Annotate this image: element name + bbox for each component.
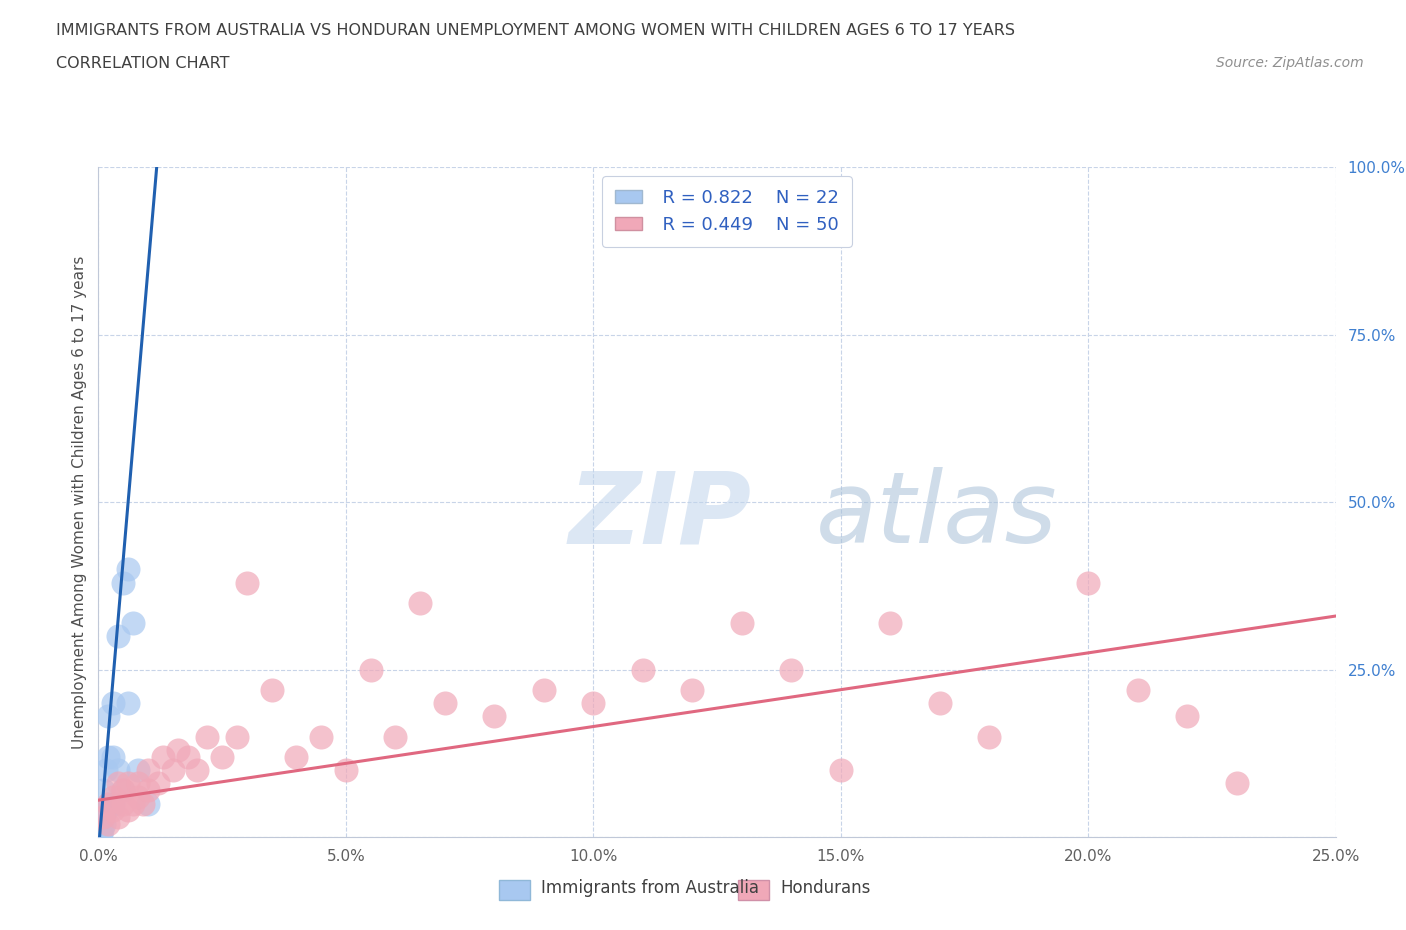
Point	[309, 729, 332, 744]
Point	[103, 803, 125, 817]
Point	[112, 575, 135, 590]
Text: atlas: atlas	[815, 467, 1057, 565]
Point	[1077, 575, 1099, 590]
Legend:   R = 0.822    N = 22,   R = 0.449    N = 50: R = 0.822 N = 22, R = 0.449 N = 50	[602, 177, 852, 246]
Point	[117, 776, 139, 790]
Point	[335, 763, 357, 777]
Point	[90, 826, 112, 841]
Point	[166, 742, 188, 757]
Point	[136, 783, 159, 798]
Point	[97, 796, 120, 811]
Text: ZIP: ZIP	[568, 467, 752, 565]
Point	[127, 790, 149, 804]
Point	[103, 696, 125, 711]
Y-axis label: Unemployment Among Women with Children Ages 6 to 17 years: Unemployment Among Women with Children A…	[72, 256, 87, 749]
Point	[93, 809, 115, 824]
Point	[97, 817, 120, 831]
Point	[631, 662, 654, 677]
Point	[484, 709, 506, 724]
Point	[360, 662, 382, 677]
Point	[409, 595, 432, 610]
Point	[97, 709, 120, 724]
Point	[879, 616, 901, 631]
Text: Immigrants from Australia: Immigrants from Australia	[541, 879, 759, 897]
Point	[117, 803, 139, 817]
Point	[928, 696, 950, 711]
Point	[117, 696, 139, 711]
Point	[285, 750, 308, 764]
Point	[146, 776, 169, 790]
Point	[112, 796, 135, 811]
Point	[127, 776, 149, 790]
Point	[1175, 709, 1198, 724]
Point	[176, 750, 198, 764]
Point	[780, 662, 803, 677]
Point	[186, 763, 208, 777]
Point	[122, 616, 145, 631]
Point	[226, 729, 249, 744]
Point	[681, 683, 703, 698]
Point	[1126, 683, 1149, 698]
Point	[107, 629, 129, 644]
Point	[112, 783, 135, 798]
Point	[533, 683, 555, 698]
Point	[136, 796, 159, 811]
Point	[103, 750, 125, 764]
Point	[162, 763, 184, 777]
Point	[211, 750, 233, 764]
Point	[979, 729, 1001, 744]
Text: CORRELATION CHART: CORRELATION CHART	[56, 56, 229, 71]
Point	[94, 803, 117, 817]
Point	[117, 562, 139, 577]
Point	[103, 796, 125, 811]
Point	[107, 809, 129, 824]
Point	[93, 783, 115, 798]
Point	[582, 696, 605, 711]
Point	[152, 750, 174, 764]
Point	[97, 796, 120, 811]
Point	[136, 763, 159, 777]
Point	[112, 783, 135, 798]
Point	[93, 809, 115, 824]
Point	[107, 776, 129, 790]
Point	[433, 696, 456, 711]
Text: IMMIGRANTS FROM AUSTRALIA VS HONDURAN UNEMPLOYMENT AMONG WOMEN WITH CHILDREN AGE: IMMIGRANTS FROM AUSTRALIA VS HONDURAN UN…	[56, 23, 1015, 38]
Point	[260, 683, 283, 698]
Point	[195, 729, 218, 744]
Point	[731, 616, 754, 631]
Point	[107, 763, 129, 777]
Point	[94, 763, 117, 777]
Point	[127, 763, 149, 777]
Point	[132, 796, 155, 811]
Text: Source: ZipAtlas.com: Source: ZipAtlas.com	[1216, 56, 1364, 70]
Point	[91, 823, 114, 838]
Point	[93, 817, 115, 831]
Text: Hondurans: Hondurans	[780, 879, 870, 897]
Point	[384, 729, 406, 744]
Point	[103, 790, 125, 804]
Point	[236, 575, 259, 590]
Point	[1226, 776, 1249, 790]
Point	[830, 763, 852, 777]
Point	[122, 796, 145, 811]
Point	[97, 750, 120, 764]
